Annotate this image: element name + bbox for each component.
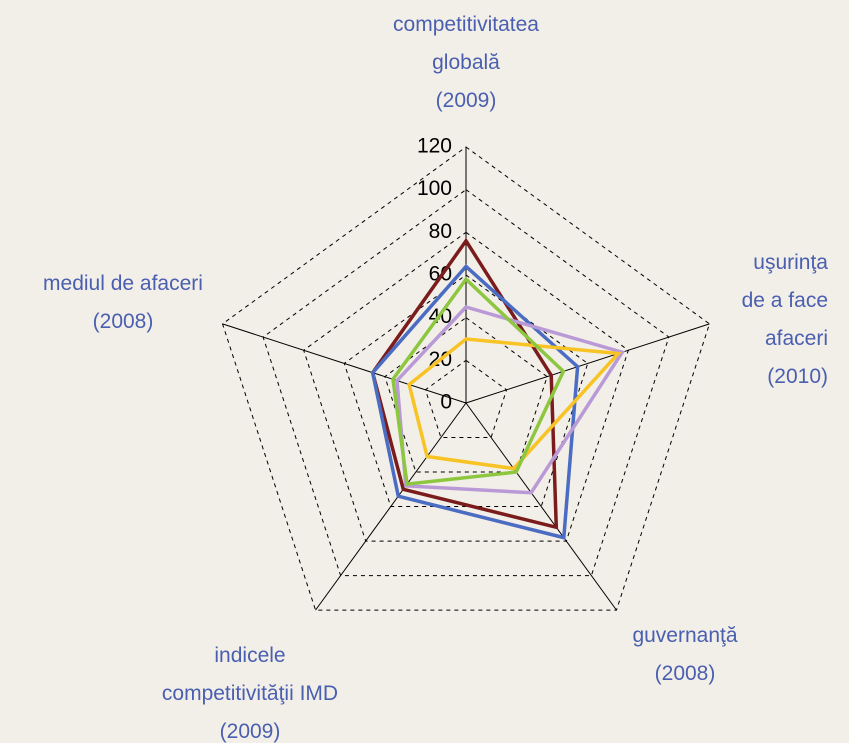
r-tick-label: 100 xyxy=(417,177,452,200)
series-line xyxy=(407,337,622,471)
category-label: guvernanţă (2008) xyxy=(632,624,738,685)
series-line xyxy=(370,237,559,530)
axis-line xyxy=(465,402,617,611)
r-tick-label: 0 xyxy=(440,391,452,414)
axis-line xyxy=(222,323,467,404)
category-label: uşurinţa de a face afaceri (2010) xyxy=(741,251,828,388)
category-label: mediul de afaceri (2008) xyxy=(43,272,203,333)
grid-line xyxy=(303,231,629,542)
series-line xyxy=(370,263,580,540)
r-tick-label: 120 xyxy=(417,135,452,158)
axis-line xyxy=(315,402,467,611)
series-line xyxy=(391,276,566,487)
r-tick-label: 80 xyxy=(429,220,452,243)
grid-line xyxy=(384,317,548,473)
grid-line xyxy=(424,359,508,439)
grid-line xyxy=(262,189,670,577)
axis-line xyxy=(465,323,710,404)
series-line xyxy=(395,305,625,495)
category-label: competitivitatea globală (2009) xyxy=(393,13,539,112)
category-label: indicele competitivităţii IMD (2009) xyxy=(161,644,339,743)
grid-line xyxy=(221,146,711,611)
